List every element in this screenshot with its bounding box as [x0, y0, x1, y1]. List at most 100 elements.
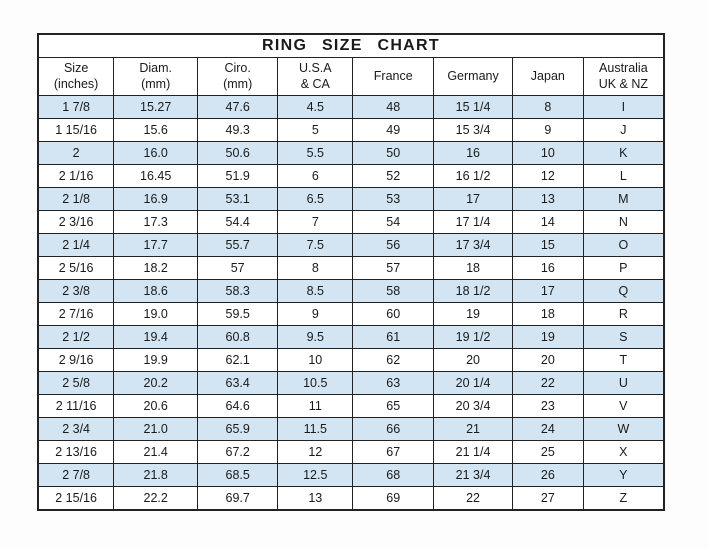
table-cell: 62.1 [197, 348, 279, 372]
table-row: 1 15/16 15.6 49.3 5 49 15 3/4 9 J [37, 118, 665, 142]
table-cell: 12.5 [277, 463, 354, 487]
table-cell: Q [582, 279, 665, 303]
table-cell: 17.3 [113, 210, 199, 234]
table-cell: 65.9 [197, 417, 279, 441]
table-cell: 20 1/4 [433, 371, 513, 395]
ring-size-table: RING SIZE CHART Size (inches) Diam. (mm) C… [37, 33, 665, 511]
table-cell: 68 [352, 463, 435, 487]
table-cell: 2 3/4 [37, 417, 115, 441]
table-row: 2 1/16 16.45 51.9 6 52 16 1/2 12 L [37, 164, 665, 188]
table-cell: 65 [352, 394, 435, 418]
table-cell: 10 [511, 141, 584, 165]
table-cell: 10.5 [277, 371, 354, 395]
table-cell: 21.4 [113, 440, 199, 464]
table-cell: 8 [511, 95, 584, 119]
table-cell: 21.8 [113, 463, 199, 487]
table-cell: 2 1/16 [37, 164, 115, 188]
table-cell: 10 [277, 348, 354, 372]
table-row: 2 5/16 18.2 57 8 57 18 16 P [37, 256, 665, 280]
table-cell: 50.6 [197, 141, 279, 165]
table-cell: 21 [433, 417, 513, 441]
column-header-0: Size (inches) [37, 57, 115, 96]
table-cell: 21.0 [113, 417, 199, 441]
table-cell: 2 1/2 [37, 325, 115, 349]
table-cell: 9.5 [277, 325, 354, 349]
table-cell: 60.8 [197, 325, 279, 349]
table-cell: X [582, 440, 665, 464]
table-cell: Z [582, 486, 665, 511]
table-cell: 26 [511, 463, 584, 487]
table-cell: 47.6 [197, 95, 279, 119]
table-cell: 20 3/4 [433, 394, 513, 418]
table-cell: 58.3 [197, 279, 279, 303]
table-row: 2 1/4 17.7 55.7 7.5 56 17 3/4 15 O [37, 233, 665, 257]
table-cell: 53.1 [197, 187, 279, 211]
chart-title: RING SIZE CHART [37, 33, 665, 58]
table-row: 2 16.0 50.6 5.5 50 16 10 K [37, 141, 665, 165]
column-header-2: Ciro. (mm) [197, 57, 279, 96]
table-cell: U [582, 371, 665, 395]
table-cell: 12 [511, 164, 584, 188]
table-cell: 22 [433, 486, 513, 511]
table-cell: J [582, 118, 665, 142]
column-header-6: Japan [511, 57, 584, 96]
table-cell: O [582, 233, 665, 257]
table-cell: 17 1/4 [433, 210, 513, 234]
table-cell: 15 [511, 233, 584, 257]
table-cell: 62 [352, 348, 435, 372]
table-cell: 20.6 [113, 394, 199, 418]
table-cell: 66 [352, 417, 435, 441]
table-cell: 20 [511, 348, 584, 372]
table-cell: 67 [352, 440, 435, 464]
table-cell: 69 [352, 486, 435, 511]
table-cell: 15.27 [113, 95, 199, 119]
ring-size-table-body: 1 7/8 15.27 47.6 4.5 48 15 1/4 8 I 1 15/16 15.6 49… [37, 95, 665, 511]
table-cell: 2 1/8 [37, 187, 115, 211]
table-cell: 21 1/4 [433, 440, 513, 464]
table-row: 2 11/16 20.6 64.6 11 65 20 3/4 23 V [37, 394, 665, 418]
table-cell: 49 [352, 118, 435, 142]
table-cell: 4.5 [277, 95, 354, 119]
table-cell: 52 [352, 164, 435, 188]
table-cell: W [582, 417, 665, 441]
table-row: 2 1/8 16.9 53.1 6.5 53 17 13 M [37, 187, 665, 211]
table-cell: 11.5 [277, 417, 354, 441]
table-cell: 16 [511, 256, 584, 280]
column-header-5: Germany [433, 57, 513, 96]
table-cell: 20 [433, 348, 513, 372]
table-cell: 2 7/16 [37, 302, 115, 326]
table-cell: 64.6 [197, 394, 279, 418]
table-cell: 19.9 [113, 348, 199, 372]
table-cell: 1 7/8 [37, 95, 115, 119]
table-cell: 19 1/2 [433, 325, 513, 349]
title-row: RING SIZE CHART [37, 33, 665, 58]
table-cell: 1 15/16 [37, 118, 115, 142]
table-cell: 17 3/4 [433, 233, 513, 257]
table-cell: 18 [433, 256, 513, 280]
table-cell: 56 [352, 233, 435, 257]
table-row: 2 13/16 21.4 67.2 12 67 21 1/4 25 X [37, 440, 665, 464]
table-cell: 2 [37, 141, 115, 165]
table-cell: 2 7/8 [37, 463, 115, 487]
table-cell: 22 [511, 371, 584, 395]
table-cell: 15 3/4 [433, 118, 513, 142]
table-cell: 15.6 [113, 118, 199, 142]
table-cell: 16 1/2 [433, 164, 513, 188]
table-row: 2 15/16 22.2 69.7 13 69 22 27 Z [37, 486, 665, 511]
table-cell: 17 [511, 279, 584, 303]
table-cell: 17 [433, 187, 513, 211]
table-cell: 54.4 [197, 210, 279, 234]
table-cell: 2 3/8 [37, 279, 115, 303]
table-cell: Y [582, 463, 665, 487]
table-cell: 19 [511, 325, 584, 349]
table-cell: 9 [277, 302, 354, 326]
table-cell: 18 [511, 302, 584, 326]
table-cell: 6.5 [277, 187, 354, 211]
table-cell: 49.3 [197, 118, 279, 142]
table-cell: 9 [511, 118, 584, 142]
table-row: 2 5/8 20.2 63.4 10.5 63 20 1/4 22 U [37, 371, 665, 395]
table-cell: R [582, 302, 665, 326]
table-cell: 57 [197, 256, 279, 280]
table-cell: 22.2 [113, 486, 199, 511]
